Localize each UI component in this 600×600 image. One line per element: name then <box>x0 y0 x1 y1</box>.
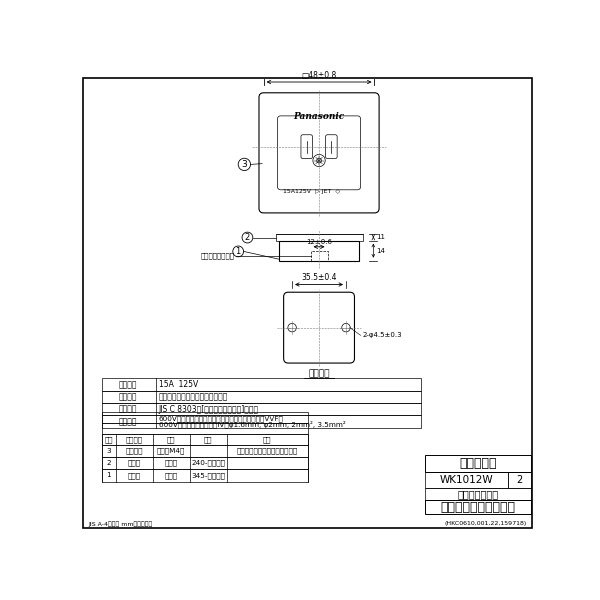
Text: 12±0.6: 12±0.6 <box>306 239 332 245</box>
Text: 3: 3 <box>107 448 111 454</box>
Text: 3: 3 <box>241 160 247 169</box>
Bar <box>425 455 531 472</box>
Text: □48±0.8: □48±0.8 <box>301 71 337 80</box>
Text: 銅等（M4）: 銅等（M4） <box>157 448 185 454</box>
Bar <box>425 500 531 514</box>
Text: 600Vビニール絶縁ビニールシースケーブル平型（VVF）: 600Vビニール絶縁ビニールシースケーブル平型（VVF） <box>159 415 284 422</box>
Text: 600Vビニール絶縁電線（IV）φ1.6mm, φ2mm, 2mm², 3.5mm²: 600Vビニール絶縁電線（IV）φ1.6mm, φ2mm, 2mm², 3.5m… <box>159 421 346 428</box>
Bar <box>275 233 362 241</box>
Text: 1: 1 <box>236 247 241 256</box>
Text: 番号: 番号 <box>104 436 113 443</box>
Bar <box>508 472 531 488</box>
Bar <box>102 423 308 434</box>
Text: 15A  125V: 15A 125V <box>159 380 198 389</box>
Text: 2: 2 <box>107 460 111 466</box>
Bar <box>278 241 359 260</box>
Bar <box>102 412 308 423</box>
Text: JIS C 8303　[配線用差し接続器]に適合: JIS C 8303 [配線用差し接続器]に適合 <box>159 405 259 414</box>
Text: パナソニック株式会社: パナソニック株式会社 <box>440 500 515 514</box>
Text: 345-ホワイト: 345-ホワイト <box>191 472 225 479</box>
Bar <box>425 488 531 500</box>
Bar <box>102 434 308 445</box>
Text: (HKC0610,001,22,159718): (HKC0610,001,22,159718) <box>445 521 527 526</box>
Text: 部品: 部品 <box>167 436 175 443</box>
Bar <box>102 415 421 428</box>
Text: 組立ステンレス等打込下じ削り: 組立ステンレス等打込下じ削り <box>236 448 298 454</box>
Text: ユリア: ユリア <box>164 472 178 479</box>
Bar <box>102 457 308 469</box>
Text: 適用電線: 適用電線 <box>119 417 137 426</box>
Bar <box>102 403 421 415</box>
Text: 取付寸法: 取付寸法 <box>308 369 330 378</box>
Text: 35.5±0.4: 35.5±0.4 <box>301 273 337 282</box>
Text: WK1012W: WK1012W <box>439 475 493 485</box>
Text: 角型コンセント: 角型コンセント <box>457 489 498 499</box>
Text: 15A125V  ▷ JET  ◇: 15A125V ▷ JET ◇ <box>283 189 340 194</box>
Text: 適合法規: 適合法規 <box>119 392 137 401</box>
Text: ノックアウト指定: ノックアウト指定 <box>200 253 235 259</box>
Text: 商品仕様図: 商品仕様図 <box>459 457 496 470</box>
Bar <box>102 445 308 457</box>
Text: 取付寸法: 取付寸法 <box>308 369 330 378</box>
Text: ユリア: ユリア <box>164 460 178 466</box>
Text: 1: 1 <box>107 472 111 478</box>
Text: 組立ねじ: 組立ねじ <box>125 448 143 454</box>
Text: 240-ホワイト: 240-ホワイト <box>191 460 225 466</box>
Text: JIS A-4　単位 mm　第三角法: JIS A-4 単位 mm 第三角法 <box>88 521 152 527</box>
Bar <box>102 469 308 482</box>
Text: 定　　格: 定 格 <box>119 380 137 389</box>
Text: カバー: カバー <box>128 460 141 466</box>
Bar <box>425 472 508 488</box>
Text: Panasonic: Panasonic <box>293 112 344 121</box>
Text: 14: 14 <box>376 248 385 254</box>
Text: 電気用品安全法（指定電気用品）: 電気用品安全法（指定電気用品） <box>159 392 228 401</box>
Text: ボディ: ボディ <box>128 472 141 479</box>
Text: 11: 11 <box>376 234 385 240</box>
Text: 構成要素: 構成要素 <box>126 436 143 443</box>
Text: 名称: 名称 <box>204 436 212 443</box>
Text: 適合視準: 適合視準 <box>119 405 137 414</box>
Text: 2: 2 <box>245 233 250 242</box>
Bar <box>102 391 421 403</box>
Text: 2-φ4.5±0.3: 2-φ4.5±0.3 <box>362 332 402 338</box>
Bar <box>311 251 328 260</box>
Text: 材質: 材質 <box>263 436 271 443</box>
Text: 2: 2 <box>516 475 523 485</box>
Bar <box>102 379 421 391</box>
